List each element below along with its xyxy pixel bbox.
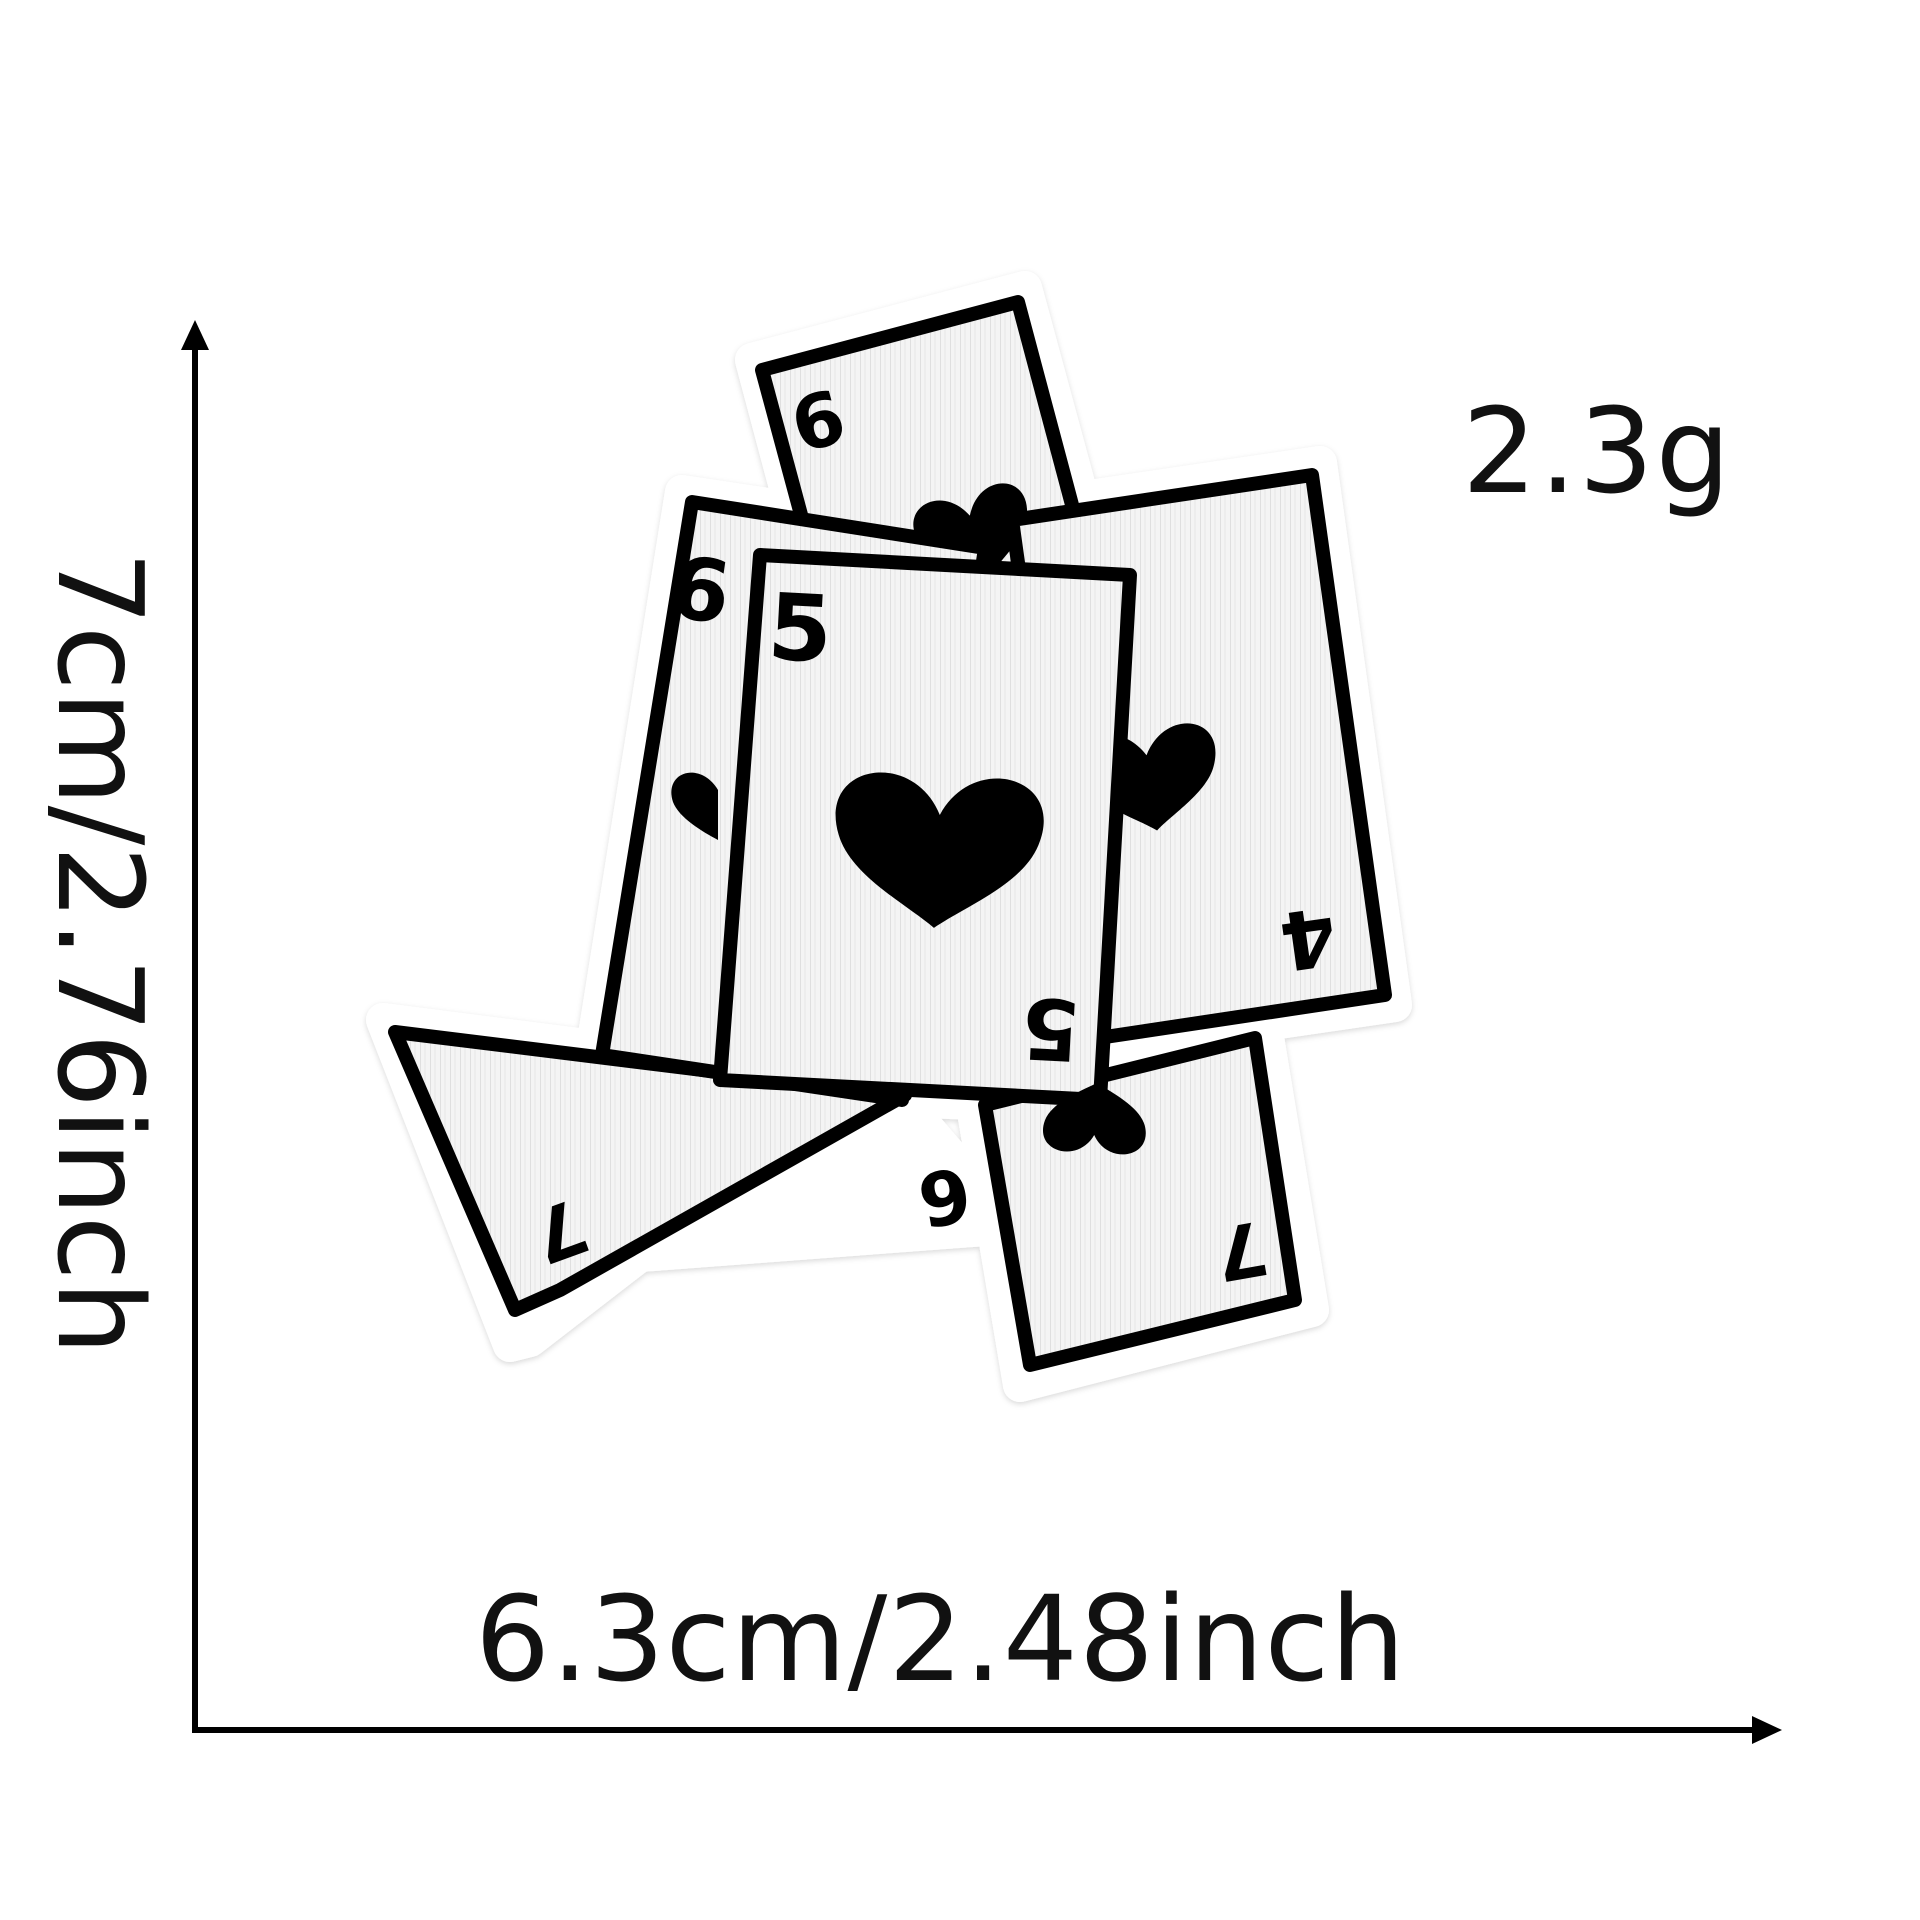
weight-label: 2.3g <box>1462 382 1733 520</box>
card-rank-label: 5 <box>765 574 835 684</box>
card-rank-label: 4 <box>1274 888 1342 988</box>
heart-icon <box>835 772 1044 928</box>
card-five-center: 5 5 <box>713 548 1146 1155</box>
heart-icon-partial <box>671 772 718 840</box>
width-dimension-label: 6.3cm/2.48inch <box>475 1570 1407 1708</box>
dimension-arrows <box>181 320 1782 1744</box>
height-dimension-label: 7cm/2.76inch <box>31 550 169 1356</box>
vertical-arrow-head <box>181 320 209 350</box>
horizontal-arrow-head <box>1752 1716 1782 1744</box>
card-rank-label-bottom: 5 <box>1019 978 1083 1079</box>
heart-icon-small <box>1043 1083 1146 1155</box>
card-rank-label: 6 <box>663 537 736 644</box>
